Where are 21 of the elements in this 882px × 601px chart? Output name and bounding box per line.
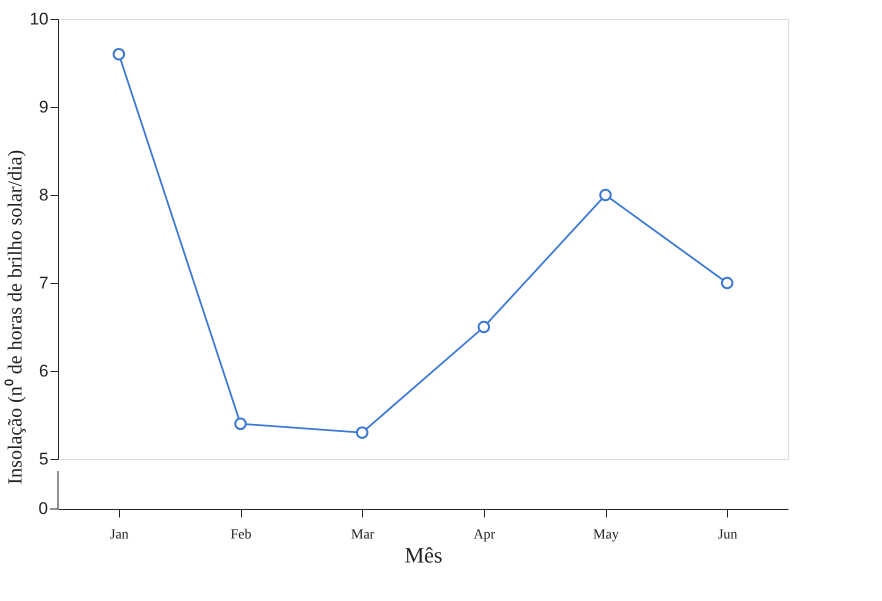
point [234,418,247,430]
x-tick-label: Jun [718,528,738,542]
y-tick-label: 10 [30,10,48,28]
x-tick-label: Mar [351,528,375,542]
x-tick-label: May [593,528,619,542]
y-axis-title: Insolação (n⁰ de horas de brilho solar/dia) [4,150,27,484]
x-tick-label: Jan [110,528,129,542]
x-axis-title: Mês [404,542,442,568]
x-tick-label: Apr [473,528,496,542]
y-tick-label: 7 [39,274,48,292]
point [720,276,734,290]
y-tick-label: 5 [39,450,48,468]
point [478,320,490,334]
y-tick-label: 9 [39,98,48,116]
y-tick-label: 6 [39,362,48,380]
y-tick-label: 8 [39,186,48,204]
point [356,426,368,439]
x-tick-label: Feb [230,528,252,542]
point [112,48,126,60]
text: 0 [38,499,48,518]
point [599,188,612,202]
